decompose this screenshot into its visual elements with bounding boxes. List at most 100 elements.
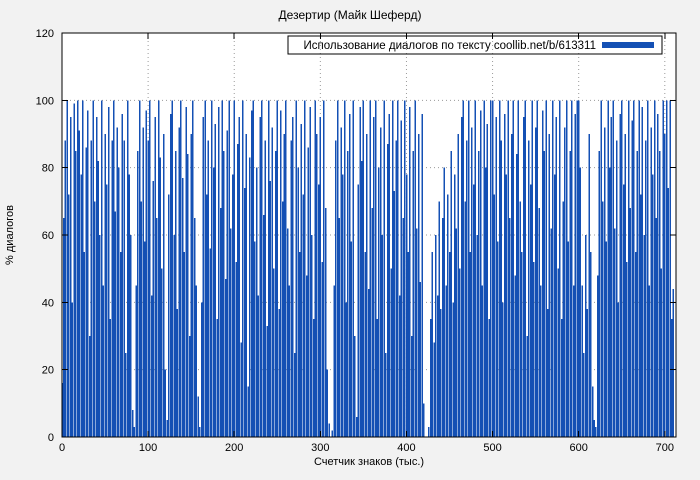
bar — [223, 150, 225, 437]
bar — [326, 369, 329, 437]
bar — [94, 201, 96, 437]
bar — [598, 150, 601, 437]
bar — [150, 295, 153, 437]
bar — [68, 194, 70, 437]
bar — [75, 150, 77, 437]
y-tick-label: 60 — [42, 230, 54, 242]
bar — [321, 261, 323, 437]
bar — [524, 100, 527, 437]
bar — [328, 423, 330, 437]
bar — [371, 208, 373, 437]
bar — [290, 140, 292, 438]
bar — [657, 113, 659, 438]
bar — [390, 268, 392, 437]
bar — [614, 228, 616, 437]
bar — [249, 157, 251, 437]
bar — [190, 134, 192, 437]
bar — [536, 100, 539, 437]
bar — [636, 150, 639, 437]
bar — [584, 235, 587, 437]
bar — [143, 241, 146, 437]
bar — [243, 187, 246, 437]
y-axis-label: % диалогов — [4, 205, 16, 265]
bar — [64, 140, 67, 438]
bar — [123, 140, 125, 438]
bar — [116, 127, 118, 438]
bar — [460, 117, 463, 438]
bar — [650, 127, 652, 438]
bar — [97, 160, 99, 437]
bar — [317, 184, 320, 437]
bar — [166, 420, 168, 437]
bar — [90, 140, 93, 438]
bar — [236, 144, 239, 437]
x-tick-label: 400 — [397, 442, 415, 454]
bar — [602, 201, 604, 437]
bar — [259, 117, 261, 438]
bar — [121, 113, 124, 438]
bar — [312, 319, 315, 437]
bar — [231, 174, 234, 437]
bar — [181, 177, 184, 437]
bar — [391, 100, 394, 437]
x-tick-label: 100 — [139, 442, 157, 454]
bar — [431, 251, 434, 437]
bar — [543, 150, 546, 437]
bar — [364, 251, 366, 437]
bar — [631, 120, 633, 437]
bar — [433, 342, 435, 437]
bar — [645, 140, 647, 438]
bar — [414, 100, 416, 437]
bar — [145, 110, 148, 438]
bar — [204, 100, 206, 437]
bar — [164, 369, 167, 437]
bar — [307, 147, 310, 437]
bar — [510, 134, 513, 437]
bar — [498, 100, 501, 437]
bar — [180, 100, 182, 437]
bar — [205, 194, 208, 437]
bar — [147, 140, 149, 438]
bar — [262, 214, 265, 437]
bar — [586, 309, 589, 437]
bar — [66, 100, 68, 437]
bar — [333, 285, 335, 437]
bar — [481, 285, 484, 437]
bar — [514, 275, 516, 437]
bar — [440, 309, 442, 437]
bar — [443, 167, 446, 438]
x-tick-label: 0 — [59, 442, 65, 454]
bar — [397, 100, 399, 437]
bar — [478, 150, 480, 437]
bar — [593, 420, 595, 437]
bar — [323, 100, 325, 437]
bar — [483, 100, 485, 437]
bar — [221, 100, 223, 437]
bar — [660, 268, 663, 437]
bar — [200, 302, 203, 437]
bar — [73, 103, 75, 437]
bar — [112, 100, 115, 437]
bar — [622, 184, 625, 437]
bar — [240, 342, 242, 437]
x-tick-label: 300 — [311, 442, 329, 454]
bar — [615, 140, 618, 438]
bar — [385, 352, 387, 437]
bar — [662, 100, 664, 437]
bar — [226, 130, 229, 437]
bar — [652, 174, 654, 437]
bar — [142, 127, 144, 438]
bar — [169, 113, 172, 438]
bar — [500, 140, 502, 438]
bar — [316, 134, 318, 437]
bar — [281, 201, 284, 437]
bar — [350, 241, 353, 437]
bar — [297, 167, 299, 438]
bar — [453, 174, 456, 437]
bar — [133, 426, 136, 437]
bar — [197, 396, 199, 437]
bar — [269, 181, 272, 437]
bar — [276, 100, 279, 437]
